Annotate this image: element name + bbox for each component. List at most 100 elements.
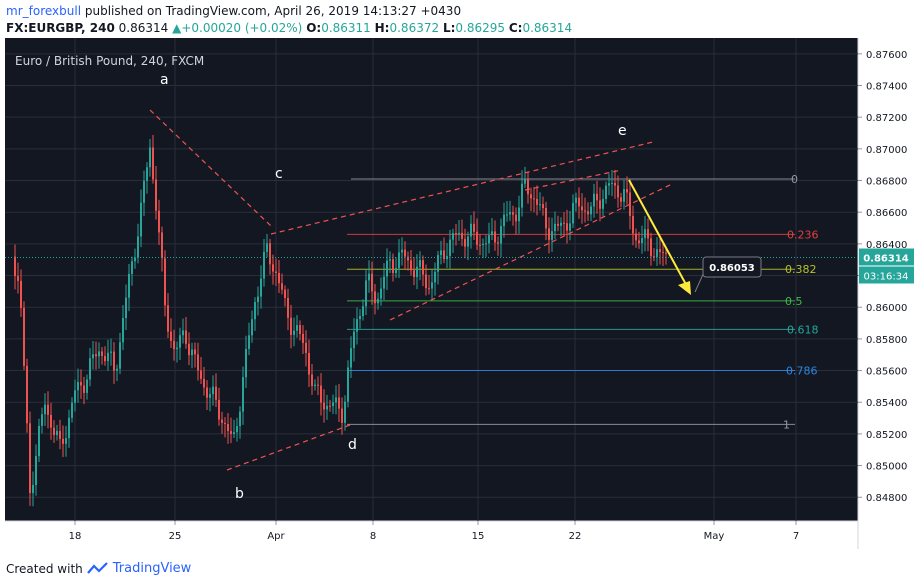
wave-label: e xyxy=(618,123,627,139)
candle-body xyxy=(206,387,208,398)
candle-body xyxy=(173,340,175,350)
candle-body xyxy=(20,280,22,308)
low-value: 0.86295 xyxy=(455,21,506,35)
candle-body xyxy=(323,402,325,410)
candle-body xyxy=(77,381,79,391)
wave-line-a-c xyxy=(149,109,272,227)
candle-body xyxy=(53,427,55,436)
candle-body xyxy=(560,222,562,226)
candle-body xyxy=(440,250,442,256)
candle-body xyxy=(38,425,40,457)
open-value: 0.86311 xyxy=(321,21,371,35)
candle-body xyxy=(596,193,598,201)
candle-body xyxy=(239,411,241,427)
candle-body xyxy=(404,249,406,257)
candle-body xyxy=(242,377,244,412)
candle-body xyxy=(650,238,652,257)
candle-body xyxy=(452,233,454,240)
author-link[interactable]: mr_forexbull xyxy=(6,4,82,18)
candle-body xyxy=(311,374,313,387)
candle-body xyxy=(587,211,589,215)
candle-body xyxy=(614,182,616,186)
candle-body xyxy=(350,348,352,368)
wave-label: d xyxy=(348,437,357,453)
candle-body xyxy=(374,291,376,304)
candle-body xyxy=(557,223,559,226)
candle-body xyxy=(380,288,382,299)
candle-body xyxy=(104,356,106,362)
candle-body xyxy=(434,271,436,283)
created-with-text: Created with xyxy=(6,561,83,576)
y-tick-label: 0.87000 xyxy=(866,145,907,156)
candle-body xyxy=(662,251,664,253)
candle-body xyxy=(581,206,583,211)
fib-level-label: 0 xyxy=(791,173,798,186)
price-chart[interactable]: 0.87600 0.87400 0.87200 0.87000 0.86800 0.866… xyxy=(5,38,916,549)
candle-body xyxy=(161,232,163,259)
candle-body xyxy=(536,198,538,205)
candle-body xyxy=(305,342,307,353)
high-label: H: xyxy=(374,21,390,35)
candle-body xyxy=(83,385,85,393)
y-tick-label: 0.86800 xyxy=(866,177,907,188)
candle-body xyxy=(197,354,199,371)
candle-body xyxy=(65,438,67,444)
high-value: 0.86372 xyxy=(389,21,440,35)
candle-body xyxy=(209,394,211,398)
tradingview-logo-icon xyxy=(86,561,108,574)
candle-body xyxy=(419,260,421,267)
candle-body xyxy=(566,223,568,231)
candle-body xyxy=(131,261,133,274)
candle-body xyxy=(464,238,466,247)
candle-body xyxy=(584,210,586,212)
candle-body xyxy=(569,223,571,231)
candle-body xyxy=(644,229,646,239)
channel-upper-line xyxy=(270,141,654,235)
candle-body xyxy=(524,178,526,184)
candle-body xyxy=(476,231,478,245)
y-tick-label: 0.86600 xyxy=(866,208,907,219)
last-price: 0.86314 xyxy=(118,21,169,35)
candle-body xyxy=(59,430,61,439)
symbol-label[interactable]: FX:EURGBP, 240 xyxy=(6,21,115,35)
candle-body xyxy=(563,222,565,224)
candle-body xyxy=(248,335,250,349)
x-tick-label: 7 xyxy=(793,531,799,542)
candle-body xyxy=(647,229,649,239)
change-value: +0.00020 (+0.02%) xyxy=(181,21,303,35)
candle-body xyxy=(221,419,223,423)
candle-body xyxy=(41,414,43,426)
candle-body xyxy=(485,243,487,245)
candle-body xyxy=(422,260,424,275)
candle-body xyxy=(182,330,184,336)
tradingview-brand[interactable]: TradingView xyxy=(112,561,192,576)
candle-body xyxy=(656,249,658,257)
y-tick-label: 0.85400 xyxy=(866,398,907,409)
candle-body xyxy=(71,402,73,418)
candle-body xyxy=(119,342,121,369)
candle-body xyxy=(413,270,415,278)
candle-body xyxy=(542,204,544,209)
candle-body xyxy=(548,228,550,240)
x-tick-label: May xyxy=(704,531,725,542)
wave-line-b-d xyxy=(226,424,351,471)
footer: Created with TradingView xyxy=(6,561,191,576)
candle-body xyxy=(356,319,358,332)
candle-body xyxy=(74,390,76,403)
candle-body xyxy=(623,189,625,202)
candle-body xyxy=(137,236,139,258)
candle-body xyxy=(230,431,232,434)
candle-body xyxy=(449,239,451,257)
candle-body xyxy=(227,424,229,432)
candle-body xyxy=(458,232,460,235)
open-label: O: xyxy=(306,21,322,35)
candle-body xyxy=(530,194,532,199)
candle-body xyxy=(254,302,256,320)
time-axis[interactable] xyxy=(5,521,858,549)
candle-body xyxy=(179,335,181,348)
candle-body xyxy=(29,423,31,494)
candle-body xyxy=(368,273,370,281)
candle-body xyxy=(188,343,190,356)
candle-body xyxy=(620,197,622,202)
candle-body xyxy=(470,223,472,237)
